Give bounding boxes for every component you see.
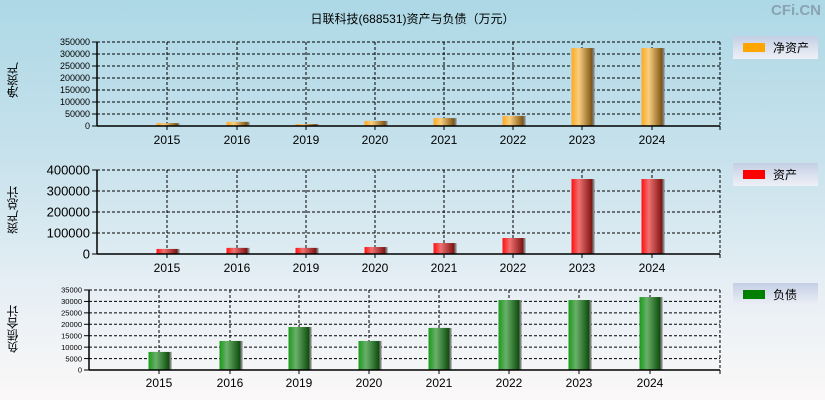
y-tick-label: 15000 [61, 331, 82, 340]
y-tick-label: 0 [83, 247, 90, 262]
x-tick-label: 2019 [293, 133, 320, 147]
legend-label: 资产 [773, 168, 798, 182]
bar-2021 [428, 327, 450, 370]
bar-2021 [433, 243, 455, 254]
x-tick-label: 2021 [426, 376, 453, 390]
x-tick-label: 2022 [500, 133, 527, 147]
legend-label: 净资产 [773, 41, 810, 55]
bar-2023 [571, 179, 593, 254]
bar-2023 [571, 48, 593, 126]
bar-2022 [502, 115, 524, 126]
x-tick-label: 2016 [224, 261, 251, 275]
x-tick-label: 2022 [500, 261, 527, 275]
y-tick-label: 20000 [61, 320, 82, 329]
bar-2020 [364, 120, 386, 126]
legend-swatch-red [743, 170, 765, 179]
y-tick-label: 300000 [60, 49, 90, 59]
y-tick-label: 0 [85, 121, 90, 131]
bar-2015 [156, 248, 178, 254]
legend-swatch-green [743, 290, 765, 299]
y-tick-label: 250000 [60, 61, 90, 71]
y-tick-label: 50000 [65, 109, 90, 119]
bar-2016 [226, 247, 248, 254]
bar-2019 [288, 327, 310, 370]
legend-total-assets: 资产 [733, 163, 818, 186]
x-tick-label: 2020 [362, 133, 389, 147]
y-tick-label: 300000 [47, 184, 90, 199]
y-tick-label: 400000 [47, 163, 90, 178]
y-tick-label: 10000 [61, 343, 82, 352]
y-tick-label: 5000 [65, 354, 82, 363]
y-tick-label: 30000 [61, 297, 82, 306]
x-tick-label: 2016 [224, 133, 251, 147]
x-tick-label: 2024 [637, 376, 664, 390]
y-tick-label: 100000 [60, 97, 90, 107]
bar-2015 [156, 123, 178, 126]
legend-net-assets: 净资产 [733, 36, 818, 59]
y-tick-label: 35000 [61, 286, 82, 295]
legend-label: 负债 [773, 288, 798, 302]
x-tick-label: 2021 [431, 261, 458, 275]
chart-title: 日联科技(688531)资产与负债（万元） [310, 12, 515, 26]
x-tick-label: 2024 [639, 133, 666, 147]
x-tick-label: 2016 [217, 376, 244, 390]
brand-logo: CFi.CN [771, 2, 821, 19]
bar-2019 [295, 247, 317, 254]
y-tick-label: 150000 [60, 85, 90, 95]
x-tick-label: 2023 [566, 376, 593, 390]
y-tick-label: 350000 [60, 37, 90, 47]
bar-2024 [639, 297, 661, 370]
y-tick-label: 0 [78, 366, 82, 375]
x-tick-label: 2023 [569, 261, 596, 275]
x-tick-label: 2019 [293, 261, 320, 275]
legend-total-liabilities: 负债 [733, 283, 818, 306]
x-tick-label: 2022 [496, 376, 523, 390]
bar-2019 [295, 124, 317, 126]
x-tick-label: 2021 [431, 133, 458, 147]
y-tick-label: 100000 [47, 226, 90, 241]
bar-2022 [498, 300, 520, 370]
bar-2023 [568, 300, 590, 370]
x-tick-label: 2019 [286, 376, 313, 390]
y-tick-label: 200000 [60, 73, 90, 83]
x-tick-label: 2023 [569, 133, 596, 147]
x-tick-label: 2020 [362, 261, 389, 275]
bar-2020 [358, 340, 380, 370]
bar-2022 [502, 238, 524, 254]
x-tick-label: 2024 [639, 261, 666, 275]
legend-swatch-orange [743, 43, 765, 52]
bar-2021 [433, 118, 455, 126]
bar-2016 [219, 340, 241, 370]
bar-2024 [641, 179, 663, 254]
y-tick-label: 200000 [47, 205, 90, 220]
x-tick-label: 2015 [146, 376, 173, 390]
bar-2020 [364, 247, 386, 254]
bar-2016 [226, 121, 248, 126]
x-tick-label: 2020 [356, 376, 383, 390]
bar-2015 [148, 351, 170, 370]
x-tick-label: 2015 [154, 133, 181, 147]
bar-2024 [641, 48, 663, 126]
x-tick-label: 2015 [154, 261, 181, 275]
y-tick-label: 25000 [61, 309, 82, 318]
